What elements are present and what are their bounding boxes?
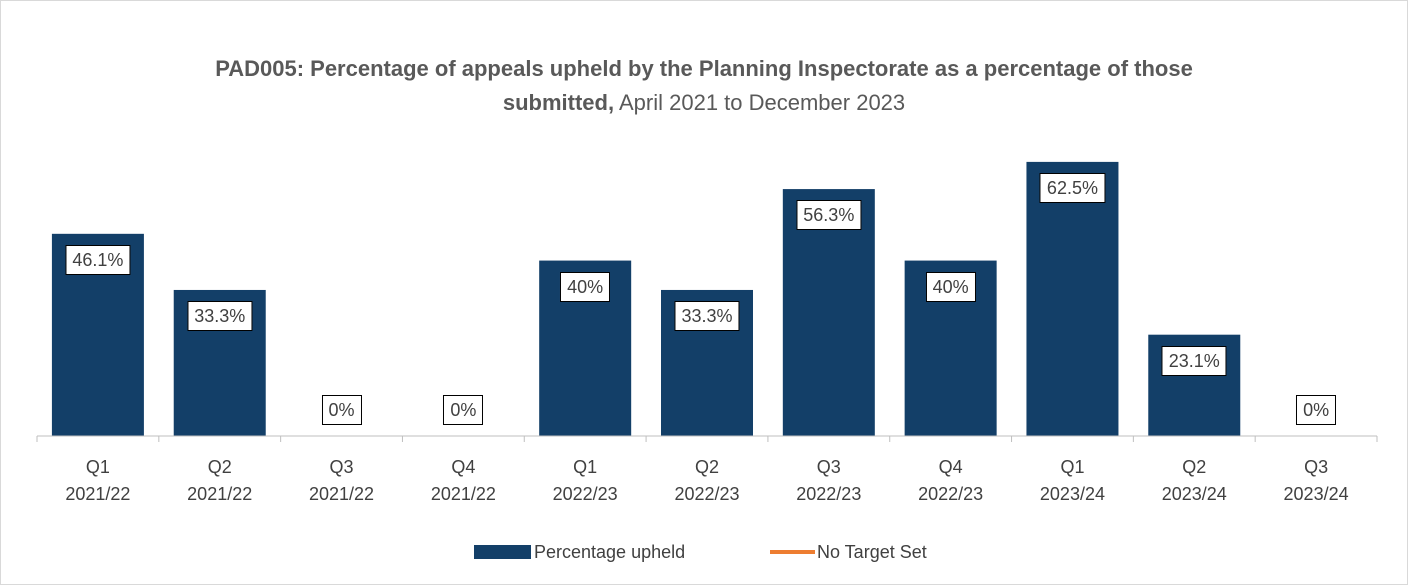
x-tick-label: Q1 2022/23 [552,457,618,504]
x-tick-label: Q1 2023/24 [1039,457,1105,504]
bar [1026,161,1119,436]
x-tick-label: Q3 2023/24 [1283,457,1349,504]
x-tick-label: Q4 2021/22 [430,457,496,504]
data-label: 40% [925,271,976,302]
legend-label: No Target Set [817,542,927,562]
legend-swatch [474,545,531,559]
x-tick-label: Q2 2022/23 [674,457,740,504]
data-label: 40% [560,271,611,302]
data-label: 33.3% [187,300,253,331]
data-label: 62.5% [1039,172,1105,203]
x-tick-label: Q1 2021/22 [65,457,131,504]
data-label: 23.1% [1161,345,1227,376]
data-label: 0% [1296,395,1337,425]
chart-subtitle: April 2021 to December 2023 [618,90,906,115]
data-label: 33.3% [674,300,740,331]
x-tick-label: Q3 2021/22 [308,457,375,504]
x-tick-label: Q4 2022/23 [918,457,984,504]
x-tick-label: Q3 2022/23 [796,457,862,504]
data-label: 0% [321,395,362,425]
data-label: 0% [443,395,484,425]
chart-title: PAD005: Percentage of appeals upheld by … [215,56,1193,115]
x-tick-label: Q2 2021/22 [187,457,253,504]
data-label: 46.1% [65,244,131,275]
data-label: 56.3% [796,200,862,231]
bar [782,189,875,436]
x-tick-label: Q2 2023/24 [1161,457,1227,504]
legend-label: Percentage upheld [534,542,686,562]
chart-title-block: PAD005: Percentage of appeals upheld by … [164,52,1244,120]
